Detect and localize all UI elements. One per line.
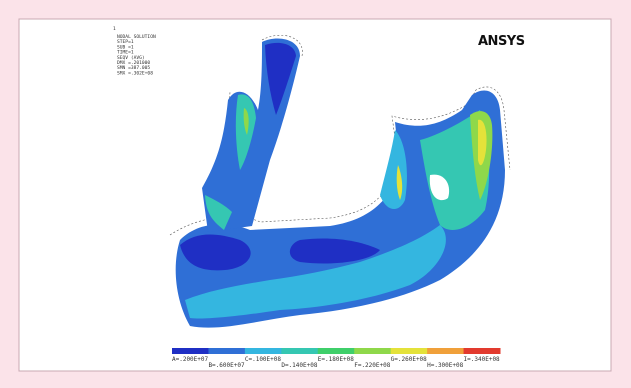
logo: ANSYS xyxy=(478,34,525,49)
header-line: TIME=1 xyxy=(117,50,134,56)
legend-label: H=.300E+08 xyxy=(427,362,464,369)
legend-label: D=.140E+08 xyxy=(281,362,318,369)
legend-label: C=.100E+08 xyxy=(245,356,282,363)
legend-label: I=.340E+08 xyxy=(464,356,501,363)
header-line: STEP=1 xyxy=(117,39,134,45)
legend-swatch xyxy=(245,348,282,354)
legend-swatch xyxy=(318,348,355,354)
legend-swatch xyxy=(391,348,428,354)
page: {"plot": { "step_label": "1", "header_li… xyxy=(0,0,631,388)
legend-swatch xyxy=(281,348,318,354)
header-line: SMN =387.005 xyxy=(117,65,150,71)
header-line: SUB =1 xyxy=(117,44,134,50)
legend-swatch xyxy=(354,348,391,354)
legend-swatch xyxy=(464,348,501,354)
legend-swatch xyxy=(427,348,464,354)
legend-label: F=.220E+08 xyxy=(354,362,391,369)
legend-label: A=.200E+07 xyxy=(172,356,209,363)
header-line: SMX =.302E+08 xyxy=(117,70,153,76)
step-label: 1 xyxy=(113,26,116,32)
viewport xyxy=(19,19,611,371)
legend-swatch xyxy=(172,348,209,354)
legend-swatch xyxy=(208,348,245,354)
legend-label: G=.260E+08 xyxy=(391,356,428,363)
header-line: NODAL SOLUTION xyxy=(117,34,156,40)
header-line: DMX =.201000 xyxy=(117,60,150,66)
legend-label: B=.600E+07 xyxy=(208,362,245,369)
screenshot: 1 NODAL SOLUTIONSTEP=1SUB =1TIME=1SEQV (… xyxy=(0,0,631,388)
header-line: SEQV (AVG) xyxy=(117,55,145,61)
legend-label: E=.180E+08 xyxy=(318,356,355,363)
